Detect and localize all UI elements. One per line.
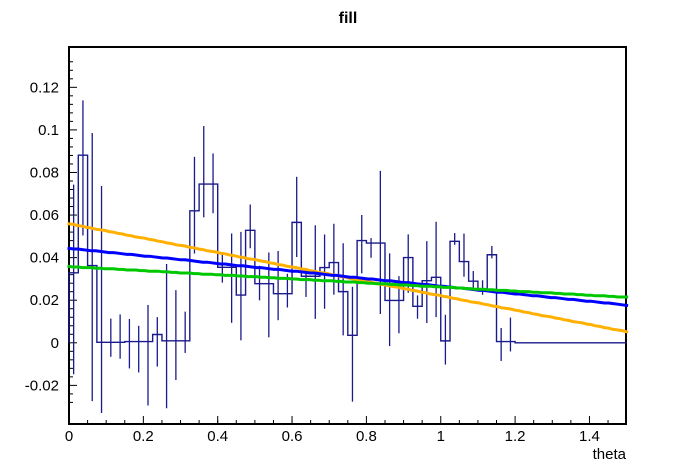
svg-text:0.1: 0.1 <box>38 122 59 139</box>
svg-text:1: 1 <box>437 428 445 445</box>
svg-text:0.8: 0.8 <box>356 428 377 445</box>
svg-text:theta: theta <box>593 446 627 463</box>
svg-text:0: 0 <box>51 335 59 352</box>
svg-text:0.06: 0.06 <box>30 207 59 224</box>
svg-text:0.2: 0.2 <box>133 428 154 445</box>
svg-text:fill: fill <box>339 10 358 27</box>
svg-text:1.4: 1.4 <box>579 428 600 445</box>
svg-text:0.4: 0.4 <box>207 428 228 445</box>
svg-text:1.2: 1.2 <box>505 428 526 445</box>
svg-text:0.12: 0.12 <box>30 79 59 96</box>
svg-text:0.6: 0.6 <box>282 428 303 445</box>
svg-text:-0.02: -0.02 <box>25 377 59 394</box>
svg-text:0: 0 <box>65 428 73 445</box>
svg-text:0.08: 0.08 <box>30 164 59 181</box>
svg-text:0.02: 0.02 <box>30 292 59 309</box>
svg-text:0.04: 0.04 <box>30 250 59 267</box>
